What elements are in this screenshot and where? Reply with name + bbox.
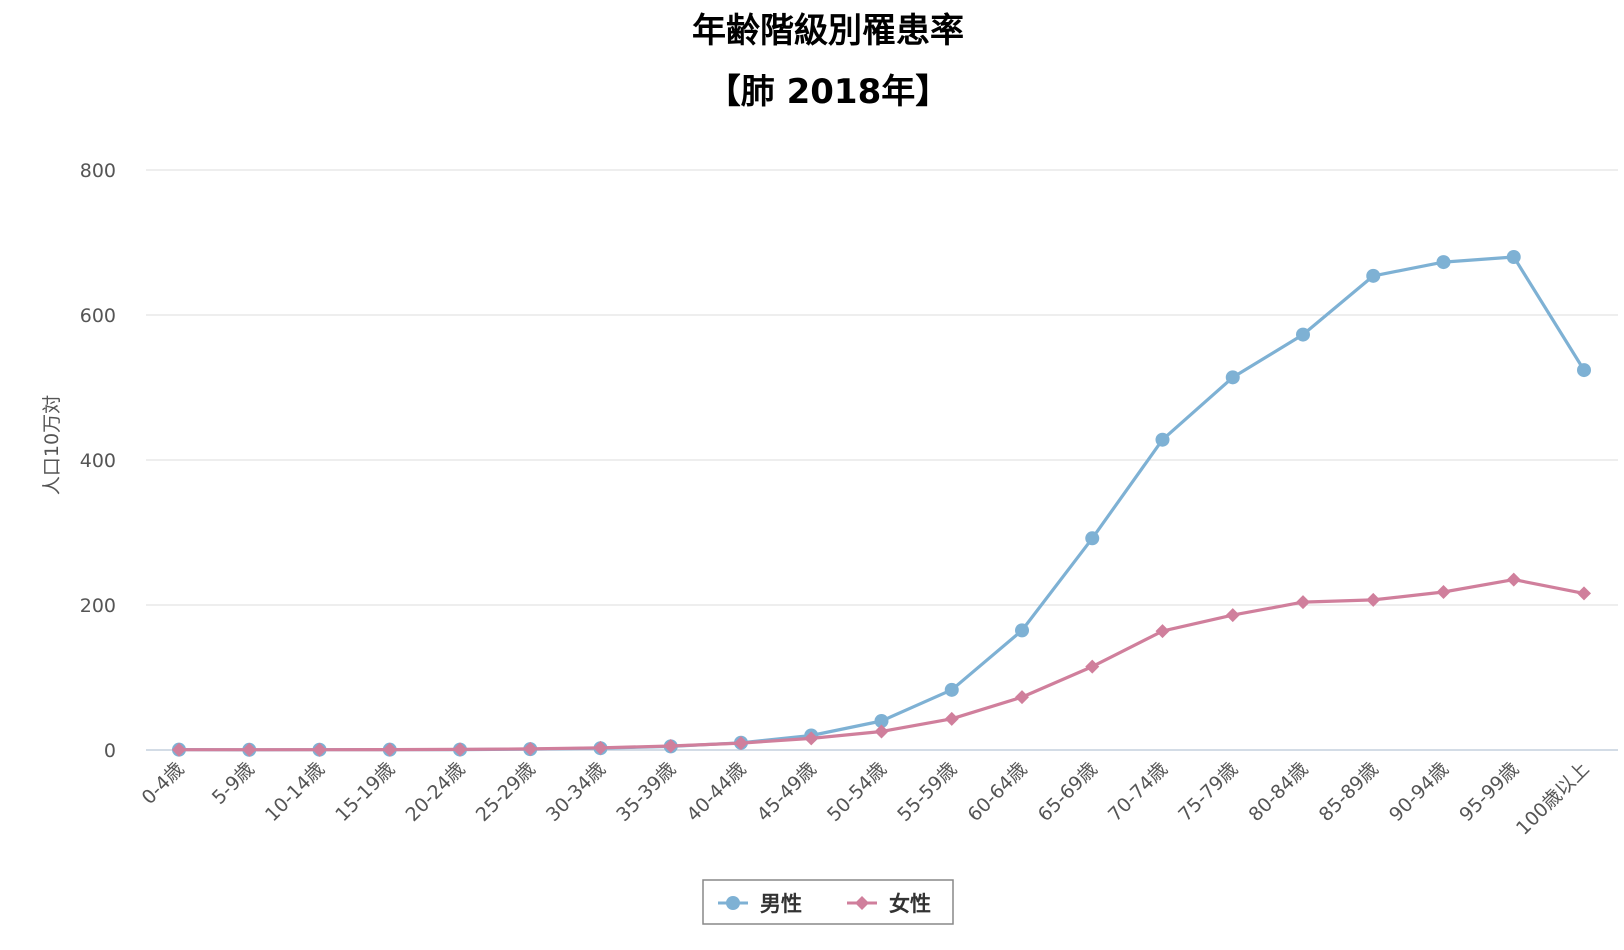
x-tick-label: 70-74歳	[1104, 758, 1172, 826]
data-point[interactable]	[382, 742, 397, 757]
x-tick-label: 100歳以上	[1512, 758, 1594, 840]
series-female	[172, 572, 1591, 757]
y-tick-label: 0	[104, 740, 116, 762]
y-tick-label: 800	[80, 160, 116, 182]
data-point[interactable]	[1225, 608, 1240, 623]
data-point[interactable]	[804, 731, 819, 746]
data-point[interactable]	[1085, 531, 1100, 546]
data-point[interactable]	[1155, 624, 1170, 639]
data-point[interactable]	[734, 736, 748, 751]
x-tick-label: 45-49歳	[753, 758, 821, 826]
y-tick-label: 400	[80, 450, 116, 472]
x-tick-label: 85-89歳	[1315, 758, 1383, 826]
x-tick-label: 65-69歳	[1034, 758, 1102, 826]
data-point[interactable]	[312, 742, 327, 757]
chart-subtitle: 【肺 2018年】	[707, 72, 949, 112]
x-tick-label: 75-79歳	[1174, 758, 1242, 826]
data-point[interactable]	[523, 741, 538, 756]
x-tick-label: 50-54歳	[823, 758, 891, 826]
data-point[interactable]	[1225, 370, 1240, 385]
gridlines	[146, 169, 1618, 751]
series-group	[172, 250, 1591, 757]
data-point[interactable]	[593, 740, 608, 755]
x-tick-label: 80-84歳	[1244, 758, 1312, 826]
x-tick-label: 25-29歳	[472, 758, 540, 826]
data-point[interactable]	[1577, 586, 1591, 601]
y-tick-label: 200	[80, 595, 116, 617]
data-point[interactable]	[1436, 255, 1451, 270]
data-point[interactable]	[1296, 595, 1310, 610]
x-axis-ticks: 0-4歳 5-9歳 10-14歳 15-19歳 20-24歳 25-29歳 30-34歳 35…	[138, 758, 1594, 840]
data-point[interactable]	[1506, 572, 1521, 587]
x-tick-label: 35-39歳	[612, 758, 680, 826]
legend-marker-female	[855, 896, 869, 910]
x-tick-label: 30-34歳	[542, 758, 610, 826]
data-point[interactable]	[242, 742, 257, 757]
legend-label-female[interactable]: 女性	[889, 892, 931, 916]
legend-marker-male	[726, 896, 740, 910]
data-point[interactable]	[1366, 268, 1381, 283]
data-point[interactable]	[172, 742, 186, 757]
x-tick-label: 15-19歳	[331, 758, 399, 826]
data-point[interactable]	[1015, 690, 1029, 705]
data-point[interactable]	[1366, 592, 1381, 607]
data-point[interactable]	[944, 711, 959, 726]
data-point[interactable]	[1506, 250, 1521, 264]
x-tick-label: 95-99歳	[1455, 758, 1523, 826]
data-point[interactable]	[874, 724, 889, 739]
series-line	[177, 255, 1586, 752]
legend-label-male[interactable]: 男性	[760, 892, 802, 916]
x-tick-label: 40-44歳	[682, 758, 750, 826]
data-point[interactable]	[944, 682, 959, 697]
x-tick-label: 0-4歳	[138, 758, 189, 809]
data-point[interactable]	[663, 739, 678, 754]
data-point[interactable]	[874, 714, 889, 728]
data-point[interactable]	[1436, 584, 1451, 599]
y-axis-ticks: 0 200 400 600 800	[80, 160, 116, 762]
x-tick-label: 20-24歳	[401, 758, 469, 826]
data-point[interactable]	[1296, 327, 1310, 342]
chart-title: 年齢階級別罹患率	[692, 11, 964, 51]
y-axis-title: 人口10万対	[41, 395, 63, 495]
data-point[interactable]	[453, 742, 467, 757]
data-point[interactable]	[1577, 363, 1591, 378]
data-point[interactable]	[1085, 659, 1100, 674]
y-tick-label: 600	[80, 305, 116, 327]
series-male	[172, 250, 1591, 757]
x-tick-label: 55-59歳	[893, 758, 961, 826]
x-tick-label: 60-64歳	[963, 758, 1031, 826]
data-point[interactable]	[1015, 623, 1029, 638]
x-tick-label: 5-9歳	[208, 758, 259, 809]
x-tick-label: 10-14歳	[261, 758, 329, 826]
x-tick-label: 90-94歳	[1385, 758, 1453, 826]
legend[interactable]: 男性 女性	[702, 879, 954, 925]
data-point[interactable]	[1155, 432, 1170, 447]
